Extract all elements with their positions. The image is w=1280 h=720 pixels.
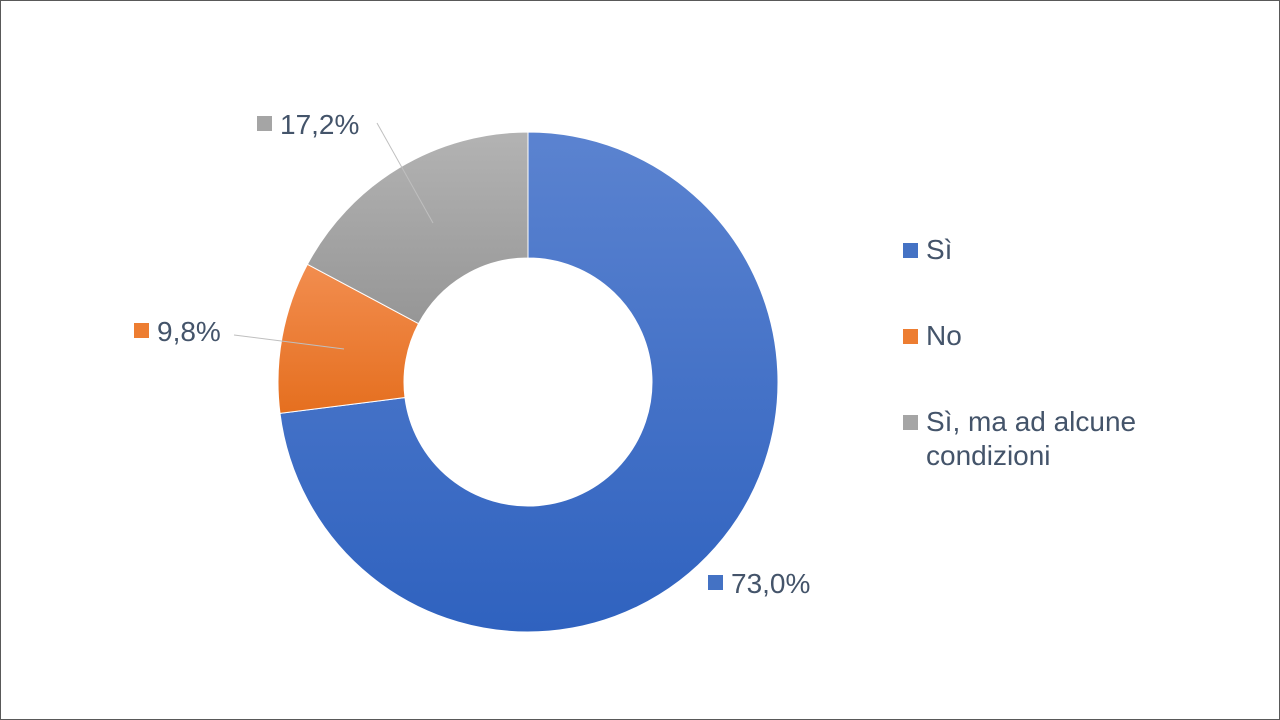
slice-si	[279, 131, 779, 633]
legend-label-no: No	[926, 320, 962, 351]
data-label-no-swatch	[134, 323, 149, 338]
data-label-no: 9,8%	[157, 316, 221, 347]
legend-swatch-conditional	[903, 415, 918, 430]
legend: Sì No Sì, ma ad alcune condizioni	[903, 233, 1223, 473]
data-label-si: 73,0%	[731, 568, 810, 599]
slice-conditional	[306, 131, 529, 325]
data-label-si-swatch	[708, 575, 723, 590]
legend-label-si: Sì	[926, 234, 953, 265]
leader-line	[376, 122, 434, 224]
legend-item-si: Sì	[903, 233, 1223, 267]
data-label-conditional-swatch	[257, 116, 272, 131]
legend-item-conditional: Sì, ma ad alcune condizioni	[903, 405, 1223, 473]
legend-swatch-no	[903, 329, 918, 344]
legend-swatch-si	[903, 243, 918, 258]
legend-label-conditional: Sì, ma ad alcune condizioni	[926, 406, 1137, 471]
legend-item-no: No	[903, 319, 1223, 353]
leader-line	[233, 334, 345, 350]
data-label-conditional: 17,2%	[280, 109, 359, 140]
